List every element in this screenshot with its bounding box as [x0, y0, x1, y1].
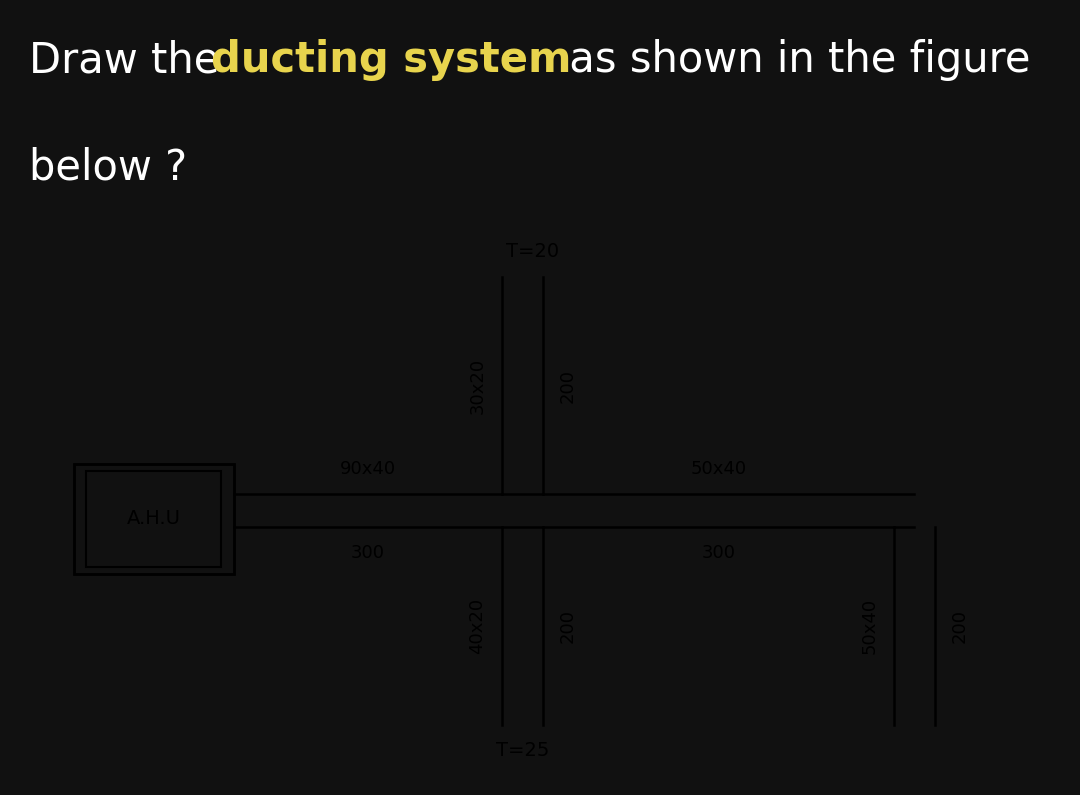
Text: ducting system: ducting system	[211, 39, 571, 81]
Text: below ?: below ?	[29, 146, 187, 188]
Text: 200: 200	[558, 369, 577, 403]
Text: 200: 200	[950, 609, 969, 643]
Text: as shown in the figure: as shown in the figure	[556, 39, 1030, 81]
Text: 50x40: 50x40	[690, 460, 746, 478]
Text: 90x40: 90x40	[339, 460, 395, 478]
Text: 50x40: 50x40	[860, 598, 878, 653]
Text: T=20: T=20	[507, 242, 559, 261]
Text: T=25: T=25	[496, 741, 549, 760]
Text: 30x20: 30x20	[469, 358, 486, 414]
Text: Draw the: Draw the	[29, 39, 233, 81]
Text: 300: 300	[701, 544, 735, 561]
Text: 40x20: 40x20	[469, 598, 486, 653]
Text: 200: 200	[558, 609, 577, 643]
Text: 300: 300	[351, 544, 384, 561]
Text: A.H.U: A.H.U	[126, 510, 180, 529]
Bar	[73, 464, 233, 574]
Bar	[86, 471, 221, 567]
